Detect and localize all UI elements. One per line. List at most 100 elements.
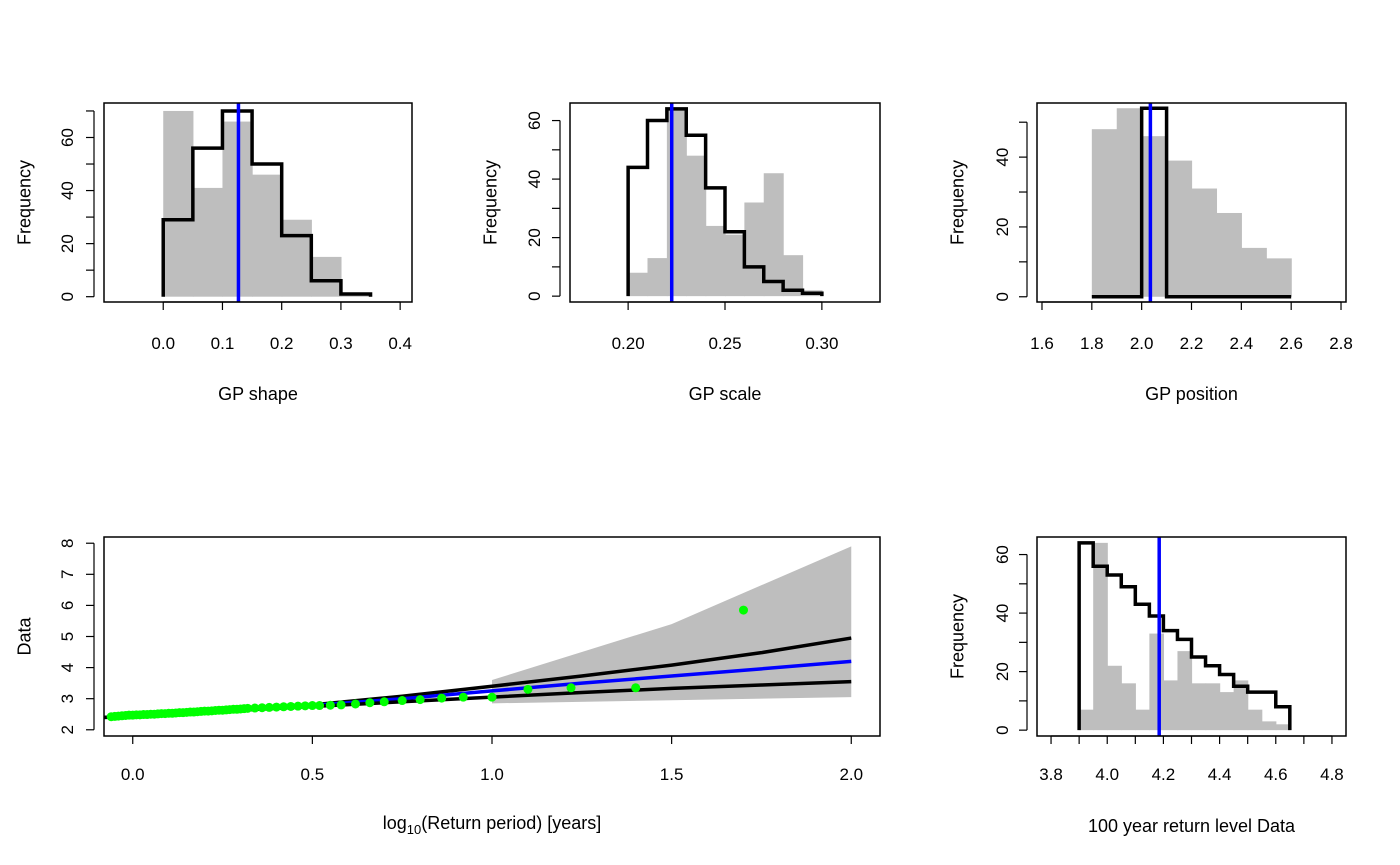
grey-bar (1261, 721, 1277, 731)
x-tick-label: 0.20 (612, 334, 645, 353)
panel-return_level_100: 3.8 4.0 4.2 4.4 4.6 4.8 0 20 40 60 100 year return… (947, 536, 1347, 836)
data-point (631, 683, 641, 693)
x-tick-label: 4.8 (1320, 765, 1344, 784)
data-point (264, 702, 274, 712)
grey-bar (647, 258, 668, 297)
data-point (336, 700, 346, 710)
x-tick-label: 4.4 (1208, 765, 1232, 784)
data-point (350, 699, 360, 709)
y-tick-label: 6 (58, 601, 77, 610)
y-tick-label: 40 (993, 148, 1012, 167)
data-point (286, 701, 296, 711)
grey-bar (725, 234, 745, 297)
grey-bar (1093, 542, 1108, 731)
grey-bar (783, 255, 804, 297)
x-tick-label: 2.0 (1130, 334, 1154, 353)
grey-bar (1141, 136, 1168, 297)
data-point (397, 696, 407, 706)
grey-bar (1205, 683, 1221, 731)
grey-bar (1121, 683, 1136, 731)
grey-bar (252, 174, 283, 297)
x-tick-label: 2.0 (839, 765, 863, 784)
x-axis-title: GP shape (218, 384, 298, 404)
y-tick-label: 60 (525, 111, 544, 130)
grey-bar (686, 155, 707, 297)
x-tick-label: 0.1 (211, 334, 235, 353)
y-tick-label: 20 (993, 662, 1012, 681)
grey-bar (1177, 651, 1193, 731)
y-tick-label: 40 (525, 170, 544, 189)
data-point (415, 695, 425, 705)
black-step-histogram (161, 109, 373, 297)
grey-bar (163, 110, 194, 297)
x-tick-label: 0.30 (805, 334, 838, 353)
grey-bar (1241, 247, 1267, 297)
confidence-band (492, 546, 852, 704)
data-point (325, 700, 335, 710)
x-tick-label: 2.8 (1329, 334, 1353, 353)
data-point (315, 701, 325, 711)
data-point (437, 693, 447, 703)
y-axis-title: Frequency (480, 160, 500, 245)
data-point (365, 698, 375, 708)
grey-bar (763, 173, 784, 297)
data-point (257, 703, 267, 713)
data-point (379, 697, 389, 707)
grey-bar (666, 108, 687, 297)
x-tick-label: 0.25 (708, 334, 741, 353)
x-tick-label: 2.4 (1230, 334, 1254, 353)
grey-bar (1163, 680, 1179, 731)
grey-bar (281, 219, 312, 297)
x-tick-label: 0.4 (388, 334, 412, 353)
data-point (279, 702, 289, 712)
x-axis-title-subscript: 10 (407, 822, 421, 837)
y-tick-label: 60 (58, 128, 77, 147)
data-point (458, 692, 468, 702)
y-tick-label: 3 (58, 694, 77, 703)
data-point (738, 605, 748, 615)
grey-bar (705, 225, 726, 297)
x-tick-label: 1.5 (660, 765, 684, 784)
y-tick-label: 0 (58, 292, 77, 301)
data-point (293, 701, 303, 711)
y-tick-label: 0 (525, 291, 544, 300)
x-tick-label: 1.0 (480, 765, 504, 784)
grey-bar (1149, 633, 1165, 731)
data-point (307, 701, 317, 711)
grey-bar (1191, 188, 1218, 297)
y-tick-label: 20 (58, 234, 77, 253)
x-axis-title: GP scale (689, 384, 762, 404)
x-tick-label: 0.3 (329, 334, 353, 353)
x-tick-label: 4.2 (1152, 765, 1176, 784)
grey-bar (1091, 129, 1118, 297)
y-axis-title: Frequency (14, 160, 34, 245)
grey-bar (1191, 683, 1207, 731)
x-tick-label: 1.6 (1030, 334, 1054, 353)
y-tick-label: 60 (993, 545, 1012, 564)
grey-bar (1079, 709, 1094, 731)
x-tick-label: 0.2 (270, 334, 294, 353)
y-axis-title: Frequency (947, 594, 967, 679)
panel-return_level_plot: 0.0 0.5 1.0 1.5 2.0 2 3 4 5 6 7 8 log10(Return perio… (14, 536, 881, 837)
data-point (243, 703, 253, 713)
x-tick-label: 1.8 (1080, 334, 1104, 353)
x-axis-title: log10(Return period) [years] (383, 813, 602, 837)
data-point (271, 702, 281, 712)
grey-bar (1219, 692, 1235, 731)
x-axis-title: GP position (1145, 384, 1238, 404)
grey-bar (192, 187, 224, 297)
grey-bar (311, 256, 342, 297)
y-axis-title: Data (14, 617, 34, 656)
y-tick-label: 5 (58, 632, 77, 641)
y-axis-title: Frequency (947, 160, 967, 245)
grey-bar (1275, 724, 1291, 731)
data-point (566, 683, 576, 693)
grey-bar (1233, 680, 1249, 731)
data-point (300, 701, 310, 711)
x-tick-label: 3.8 (1039, 765, 1063, 784)
panel-gp_scale: 0.20 0.25 0.30 0 20 40 60 GP scale Frequency (480, 102, 881, 404)
x-axis-title-rest: (Return period) [years] (421, 813, 601, 833)
y-tick-label: 4 (58, 663, 77, 672)
grey-bar (1166, 160, 1193, 297)
